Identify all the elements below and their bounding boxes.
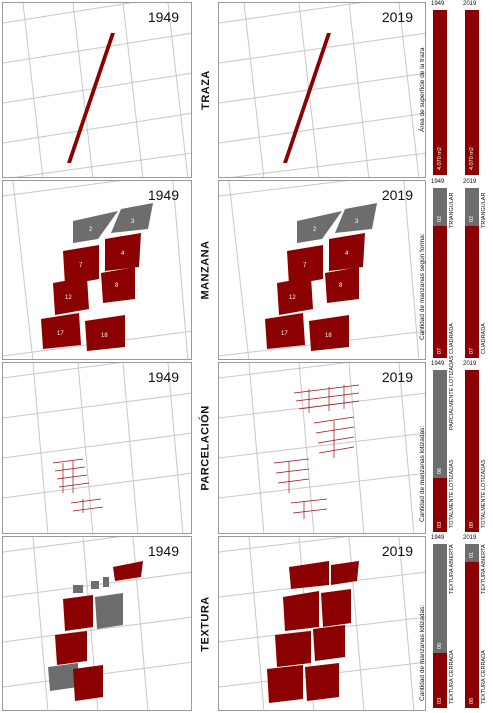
value: 06	[437, 467, 443, 474]
bar-2019-value: 4.070 m2	[469, 147, 475, 170]
svg-text:17: 17	[57, 331, 64, 337]
bar-1949-value: 4.070 m2	[437, 147, 443, 170]
label: TOTALMENTE LOTIZADAS	[481, 459, 487, 528]
year-label: 1949	[147, 543, 179, 559]
svg-text:2: 2	[89, 227, 93, 233]
bar-2019-red	[465, 370, 479, 532]
row-label-manzana: MANZANA	[200, 240, 213, 300]
parcels-map	[219, 363, 425, 533]
year-label: 2019	[381, 369, 413, 385]
bar-2019-gray	[465, 188, 479, 226]
svg-text:2: 2	[313, 227, 317, 233]
texture-map	[219, 537, 425, 710]
label: TEXTURA CERRADA	[449, 650, 455, 704]
street-grid	[219, 3, 425, 177]
value: 06	[437, 642, 443, 649]
bar-1949-red	[433, 653, 447, 708]
col-2019: 2019	[463, 535, 477, 541]
map-traza-1949: 1949	[2, 2, 192, 178]
bars-manzana: Cantidad de manzanas según forma: 1949 2…	[419, 179, 491, 360]
label: TEXTURA ABIERTA	[481, 544, 487, 594]
bar-1949-red	[433, 10, 447, 175]
value: 03	[437, 521, 443, 528]
label: TEXTURA ABIERTA	[449, 544, 455, 594]
label: PARCIALMENTE LOTIZADAS	[449, 355, 455, 430]
svg-text:8: 8	[115, 283, 119, 289]
bar-2019-red	[465, 10, 479, 175]
year-label: 1949	[147, 187, 179, 203]
label: TOTALMENTE LOTIZADAS	[449, 459, 455, 528]
bar-2019-gray	[465, 544, 479, 562]
map-textura-2019: 2019	[218, 536, 426, 711]
row-label-traza: TRAZA	[200, 70, 212, 110]
bars-parcelacion: Cantidad de manzanas lotizadas: 1949 201…	[419, 356, 491, 534]
value: 02	[437, 215, 443, 222]
parcels-map	[3, 363, 191, 533]
svg-text:18: 18	[101, 333, 108, 339]
value: 08	[469, 697, 475, 704]
label: TRIANGULAR	[449, 192, 455, 228]
col-2019: 2019	[463, 179, 477, 185]
map-parcelacion-2019: 2019	[218, 362, 426, 534]
row-label-textura: TEXTURA	[200, 595, 213, 652]
col-2019: 2019	[463, 1, 477, 7]
svg-text:8: 8	[339, 283, 343, 289]
value: 07	[437, 347, 443, 354]
map-traza-2019: 2019	[218, 2, 426, 178]
side-label: Cantidad de manzanas lotizadas:	[419, 425, 426, 522]
bars-traza: Área de superficie de la traza 1949 2019…	[419, 1, 491, 178]
label: CUADRADA	[449, 323, 455, 354]
map-parcelacion-1949: 1949	[2, 362, 192, 534]
value: 09	[469, 521, 475, 528]
row-label-parcelacion: PARCELACIÓN	[200, 405, 213, 491]
year-label: 1949	[147, 9, 179, 25]
year-label: 2019	[381, 9, 413, 25]
year-label: 2019	[381, 543, 413, 559]
col-1949: 1949	[431, 361, 445, 367]
value: 03	[437, 697, 443, 704]
col-1949: 1949	[431, 535, 445, 541]
blocks-map: 2 3 4 7 8 12 17 18	[219, 181, 425, 359]
map-manzana-2019: 2 3 4 7 8 12 17 18 2019	[218, 180, 426, 360]
bar-1949-gray	[433, 188, 447, 226]
col-1949: 1949	[431, 179, 445, 185]
bar-1949-gray	[433, 370, 447, 478]
bar-2019-red	[465, 226, 479, 358]
svg-text:12: 12	[65, 295, 72, 301]
bar-1949-red	[433, 226, 447, 358]
bar-1949-red	[433, 478, 447, 532]
col-2019: 2019	[463, 361, 477, 367]
value: 02	[469, 215, 475, 222]
bar-2019-red	[465, 562, 479, 708]
svg-text:7: 7	[79, 263, 83, 269]
map-textura-1949: 1949	[2, 536, 192, 711]
texture-map	[3, 537, 191, 710]
value: 01	[469, 551, 475, 558]
street-grid	[3, 3, 191, 177]
label: TRIANGULAR	[481, 192, 487, 228]
svg-text:18: 18	[325, 333, 332, 339]
col-1949: 1949	[431, 1, 445, 7]
svg-text:7: 7	[303, 263, 307, 269]
svg-text:4: 4	[345, 251, 349, 257]
side-label: Cantidad de manzanas según forma:	[419, 233, 426, 340]
side-label: Cantidad de manzanas lotizadas:	[419, 604, 426, 701]
svg-text:4: 4	[121, 251, 125, 257]
svg-text:17: 17	[281, 331, 288, 337]
bars-textura: Cantidad de manzanas lotizadas: 1949 201…	[419, 535, 491, 711]
label: TEXTURA CERRADA	[481, 650, 487, 704]
year-label: 2019	[381, 187, 413, 203]
side-label: Área de superficie de la traza	[419, 47, 426, 132]
svg-text:3: 3	[355, 219, 359, 225]
svg-text:12: 12	[289, 295, 296, 301]
bar-1949-gray	[433, 544, 447, 653]
blocks-map: 2 3 4 7 8 12 17 18	[3, 181, 191, 359]
label: CUADRADA	[481, 323, 487, 354]
value: 07	[469, 347, 475, 354]
year-label: 1949	[147, 369, 179, 385]
map-manzana-1949: 2 3 4 7 8 12 17 18 1949	[2, 180, 192, 360]
svg-text:3: 3	[131, 219, 135, 225]
